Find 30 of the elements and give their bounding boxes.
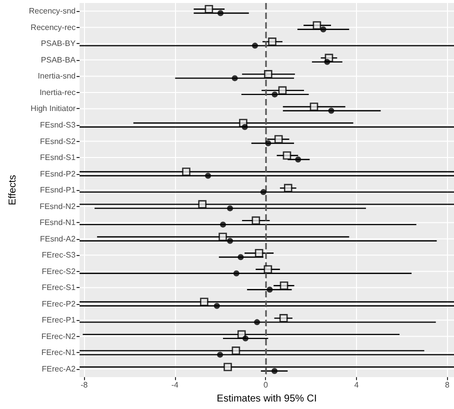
x-tick-label: 0	[263, 380, 268, 390]
y-tick-label: High Initiator	[30, 104, 76, 114]
x-tick-label: -4	[171, 380, 179, 390]
y-tick-label: Recency-rec	[30, 22, 76, 32]
y-tick-label: Recency-snd	[28, 6, 76, 16]
y-tick-label: Inertia-rec	[40, 88, 76, 97]
x-tick-label: 8	[444, 380, 450, 390]
y-tick-label: FErec-A2	[42, 364, 76, 374]
y-axis-title: Effects	[8, 174, 18, 206]
y-tick-label: FEsnd-A2	[40, 234, 76, 244]
y-tick-label: FEsnd-S3	[40, 120, 76, 130]
y-tick-label: FErec-N1	[41, 348, 76, 358]
y-tick-label: FEsnd-N2	[40, 202, 76, 211]
y-tick-label: FEsnd-N1	[40, 218, 76, 228]
y-tick-label: PSAB-BY	[40, 39, 76, 48]
x-axis-title: Estimates with 95% CI	[216, 394, 317, 404]
y-tick-label: FErec-S3	[42, 250, 76, 260]
y-tick-label: Inertia-snd	[38, 72, 76, 81]
y-tick-label: FEsnd-P1	[40, 186, 76, 195]
y-tick-label: FEsnd-S2	[40, 136, 76, 146]
y-tick-label: PSAB-BA	[40, 55, 76, 64]
y-tick-label: FErec-S1	[42, 283, 76, 292]
x-tick-label: 4	[354, 380, 360, 390]
y-tick-label: FErec-P1	[42, 316, 76, 325]
y-tick-label: FEsnd-P2	[40, 169, 76, 178]
x-tick-label: -8	[80, 380, 88, 390]
y-tick-label: FErec-S2	[42, 266, 76, 276]
y-tick-label: FEsnd-S1	[40, 153, 76, 162]
y-tick-label: FErec-N2	[41, 332, 76, 341]
y-tick-label: FErec-P2	[42, 299, 76, 308]
